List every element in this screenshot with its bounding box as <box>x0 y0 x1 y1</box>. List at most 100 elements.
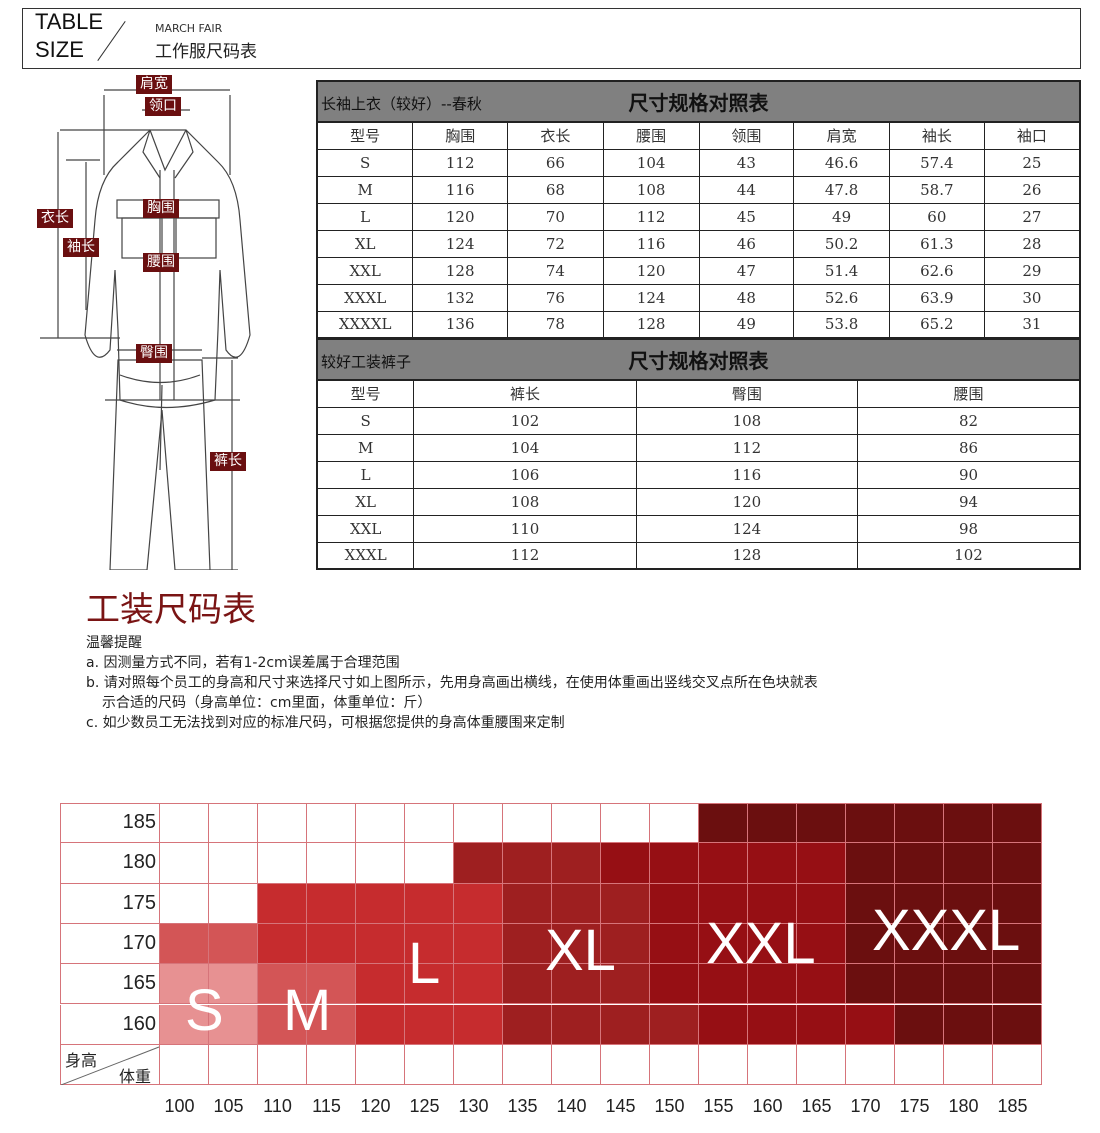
table-cell: 45 <box>698 202 795 231</box>
table-cell: 26 <box>983 175 1081 204</box>
height-row-header <box>60 964 160 1005</box>
jacket-size-table: 长袖上衣（较好）--春秋 尺寸规格对照表 型号 胸围 衣长 腰围 领围 肩宽 袖长 袖口 S 112 6… <box>316 80 1081 339</box>
table-cell: 128 <box>602 310 700 339</box>
grid-cell <box>307 843 356 884</box>
grid-cell <box>209 964 258 1005</box>
note-a: a. 因测量方式不同，若有1-2cm误差属于合理范围 <box>86 655 400 671</box>
grid-cell <box>160 843 209 884</box>
column-header: 肩宽 <box>793 121 890 150</box>
grid-cell <box>160 803 209 844</box>
table-cell: 65.2 <box>888 310 985 339</box>
grid-cell <box>405 883 454 924</box>
table-title-row: 较好工装裤子 尺寸规格对照表 <box>316 338 1081 381</box>
height-row-header <box>60 843 160 884</box>
table-cell: 27 <box>983 202 1081 231</box>
table-cell: 112 <box>413 541 637 570</box>
grid-cell <box>552 843 601 884</box>
weight-label: 135 <box>507 1096 538 1116</box>
weight-label: 185 <box>997 1096 1028 1116</box>
table-row: XXXXL 136 78 128 49 53.8 65.2 31 <box>316 310 1081 339</box>
table-cell: 29 <box>983 256 1081 285</box>
table-cell: 58.7 <box>888 175 985 204</box>
height-row-header <box>60 883 160 924</box>
weight-label: 105 <box>213 1096 244 1116</box>
weight-label: 110 <box>263 1096 292 1116</box>
grid-cell <box>258 883 307 924</box>
grid-cell <box>993 923 1042 965</box>
grid-cell <box>307 964 356 1005</box>
table-cell: L <box>316 460 415 489</box>
grid-cell <box>454 1044 503 1086</box>
note-b-cont: 示合适的尺码（身高单位：cm里面，体重单位：斤） <box>102 695 432 711</box>
grid-cell <box>895 923 944 965</box>
grid-cell <box>454 1004 503 1045</box>
axis-corner: 身高 体重 <box>60 1044 160 1086</box>
table-cell: M <box>316 175 414 204</box>
table-cell: 72 <box>507 229 604 258</box>
size-zone-label: S <box>185 978 224 1043</box>
grid-cell <box>356 964 405 1005</box>
table-row: XXXL 112 128 102 <box>316 541 1081 570</box>
grid-cell <box>405 923 454 965</box>
grid-cell <box>993 1044 1042 1086</box>
table-cell: 112 <box>412 148 509 177</box>
size-chart-title: 工装尺码表 <box>86 590 256 630</box>
grid-cell <box>552 964 601 1005</box>
weight-label: 140 <box>556 1096 587 1116</box>
grid-cell <box>552 883 601 924</box>
table-cell: 46 <box>698 229 795 258</box>
height-label: 165 <box>122 972 156 995</box>
table-cell: XXXL <box>316 541 415 570</box>
grid-cell <box>503 843 552 884</box>
grid-cell <box>552 923 601 965</box>
grid-cell <box>503 1004 552 1045</box>
grid-cell <box>209 803 258 844</box>
grid-cell <box>797 964 846 1005</box>
grid-cell <box>846 923 895 965</box>
grid-cell <box>699 1044 748 1086</box>
grid-cell <box>503 964 552 1005</box>
grid-cell <box>748 923 797 965</box>
table-title: 尺寸规格对照表 <box>628 91 769 115</box>
height-row-header <box>60 803 160 844</box>
column-header: 袖长 <box>888 121 985 150</box>
weight-label: 115 <box>312 1096 341 1116</box>
table-cell: 110 <box>413 514 637 543</box>
grid-cell <box>944 843 993 884</box>
grid-cell <box>601 803 650 844</box>
grid-cell <box>846 883 895 924</box>
table-row: M 104 112 86 <box>316 433 1081 462</box>
table-cell: 136 <box>412 310 509 339</box>
table-cell: 86 <box>857 433 1081 462</box>
table-cell: 120 <box>412 202 509 231</box>
grid-cell <box>944 883 993 924</box>
size-zone-label: M <box>283 978 332 1043</box>
table-cell: S <box>316 148 414 177</box>
column-header: 领围 <box>698 121 795 150</box>
grid-cell <box>650 843 699 884</box>
table-cell: XXXXL <box>316 310 414 339</box>
grid-cell <box>601 964 650 1005</box>
grid-cell <box>895 1004 944 1045</box>
header-name: 工作服尺码表 <box>155 42 257 62</box>
weight-label: 175 <box>899 1096 930 1116</box>
grid-cell <box>552 1004 601 1045</box>
weight-label: 170 <box>850 1096 881 1116</box>
table-cell: 120 <box>602 256 700 285</box>
grid-cell <box>405 1004 454 1045</box>
weight-label: 100 <box>164 1096 195 1116</box>
label-chest: 胸围 <box>143 199 179 218</box>
table-cell: 78 <box>507 310 604 339</box>
grid-cell <box>601 1004 650 1045</box>
grid-cell <box>944 923 993 965</box>
grid-cell <box>846 803 895 844</box>
grid-cell <box>258 1004 307 1045</box>
table-cell: 76 <box>507 283 604 312</box>
label-pants-length: 裤长 <box>210 452 246 471</box>
table-header-row: 型号 裤长 臀围 腰围 <box>316 379 1081 408</box>
notes-heading: 温馨提醒 <box>86 635 142 651</box>
table-cell: 124 <box>412 229 509 258</box>
column-header: 型号 <box>316 121 414 150</box>
grid-cell <box>993 883 1042 924</box>
table-header-row: 型号 胸围 衣长 腰围 领围 肩宽 袖长 袖口 <box>316 121 1081 150</box>
